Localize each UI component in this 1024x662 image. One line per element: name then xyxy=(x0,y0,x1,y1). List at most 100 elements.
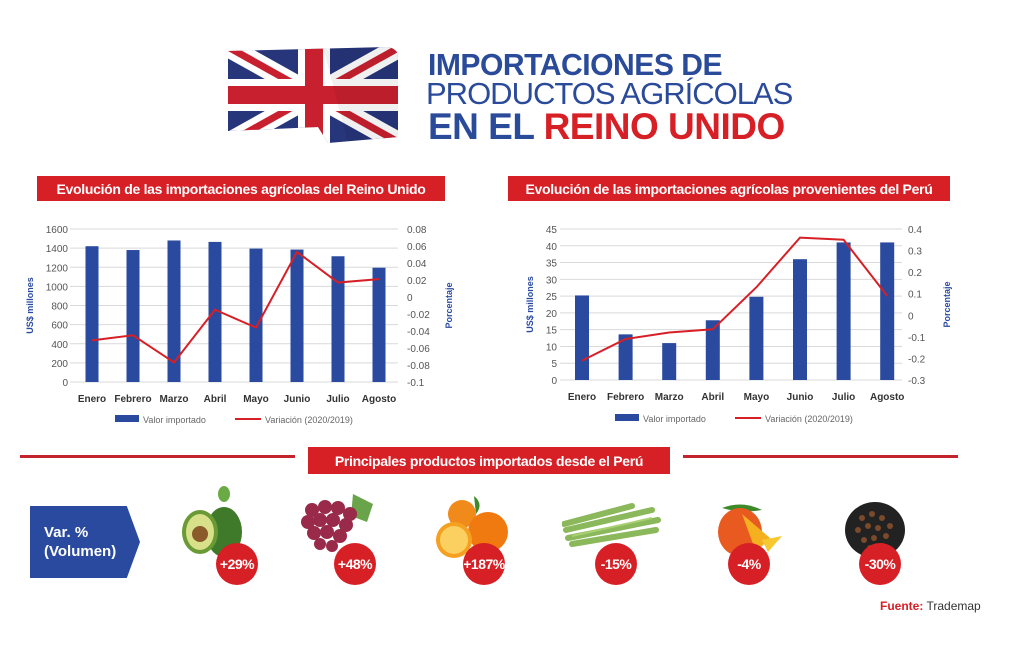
x-tick-label: Julio xyxy=(832,392,855,403)
variation-line xyxy=(581,236,888,362)
x-tick-label: Abril xyxy=(204,394,227,405)
source-note: Fuente: Trademap xyxy=(880,599,981,613)
y-tick-label: 20 xyxy=(546,309,558,320)
x-tick-label: Febrero xyxy=(607,392,644,403)
y-tick-label: 40 xyxy=(546,242,558,253)
y-tick-label: 1000 xyxy=(46,282,69,293)
product-change-badge: +48% xyxy=(334,543,376,585)
y-right-tick-label: 0.04 xyxy=(407,259,427,270)
y-right-tick-label: -0.06 xyxy=(407,344,430,355)
variation-label-line2: (Volumen) xyxy=(44,543,117,560)
bar xyxy=(618,334,633,380)
bar xyxy=(793,259,807,380)
chart-uk: 0 200 400 600 800 1000 1200 1400 1600 -0.1 -0.08 -0… xyxy=(25,225,454,425)
legend-swatch-bars xyxy=(115,415,139,422)
y-right-tick-label: 0.06 xyxy=(407,242,427,253)
product-change-badge: -4% xyxy=(728,543,770,585)
y-right-tick-label: 0.1 xyxy=(908,290,922,301)
y-tick-label: 200 xyxy=(51,359,68,370)
y-tick-label: 0 xyxy=(551,376,557,387)
y-right-tick-label: 0.4 xyxy=(908,225,922,236)
bar xyxy=(167,240,181,382)
divider-right xyxy=(683,455,958,458)
chart-peru: 0 5 10 15 20 25 30 35 40 45 -0.3 -0.2 -0.1 0 0.1 0.2 0.3… xyxy=(525,225,952,424)
bar xyxy=(208,241,222,382)
title-line-2: PRODUCTOS AGRÍCOLAS xyxy=(426,76,793,111)
legend-label-line: Variación (2020/2019) xyxy=(265,415,353,425)
x-tick-label: Enero xyxy=(78,394,106,405)
x-tick-label: Julio xyxy=(326,394,349,405)
y-axis-label: US$ millones xyxy=(525,276,535,333)
bar xyxy=(575,295,589,380)
y-tick-label: 35 xyxy=(546,259,558,270)
x-tick-label: Mayo xyxy=(243,394,269,405)
product-change-badge: -15% xyxy=(595,543,637,585)
x-tick-label: Febrero xyxy=(114,394,151,405)
y-right-tick-label: -0.1 xyxy=(908,333,926,344)
bar xyxy=(836,242,851,380)
y-tick-label: 30 xyxy=(546,275,558,286)
bar xyxy=(662,343,677,380)
y-right-tick-label: 0.02 xyxy=(407,276,427,287)
source-value: Trademap xyxy=(926,599,981,613)
x-tick-label: Enero xyxy=(568,392,596,403)
y-tick-label: 800 xyxy=(51,302,68,313)
source-label: Fuente: xyxy=(880,599,924,613)
bar xyxy=(249,248,263,382)
y-tick-label: 600 xyxy=(51,321,68,332)
legend-swatch-bars xyxy=(615,414,639,421)
y-tick-label: 400 xyxy=(51,340,68,351)
y-right-axis-label: Porcentaje xyxy=(942,281,952,327)
title-line-1: IMPORTACIONES DE xyxy=(428,47,723,82)
bar xyxy=(126,250,140,382)
y-tick-label: 25 xyxy=(546,292,558,303)
product-change-badge: +187% xyxy=(463,543,505,585)
product-change-badge: +29% xyxy=(216,543,258,585)
grapes-icon xyxy=(301,494,373,552)
bar xyxy=(749,296,764,380)
y-right-tick-label: -0.3 xyxy=(908,376,926,387)
y-tick-label: 0 xyxy=(62,378,68,389)
variation-label-line1: Var. % xyxy=(44,524,89,541)
x-tick-label: Abril xyxy=(701,392,724,403)
asparagus-icon xyxy=(562,503,661,547)
y-right-tick-label: -0.1 xyxy=(407,378,425,389)
variation-line xyxy=(91,250,380,364)
x-tick-label: Agosto xyxy=(870,392,904,403)
y-right-tick-label: 0.2 xyxy=(908,268,922,279)
legend-label-bars: Valor importado xyxy=(643,414,706,424)
x-tick-label: Marzo xyxy=(655,392,684,403)
y-tick-label: 1400 xyxy=(46,244,69,255)
x-tick-label: Agosto xyxy=(362,394,396,405)
y-axis-label: US$ millones xyxy=(25,277,35,334)
chart-peru-title: Evolución de las importaciones agrícolas… xyxy=(508,176,950,201)
y-right-tick-label: -0.02 xyxy=(407,310,430,321)
y-right-tick-label: -0.04 xyxy=(407,327,430,338)
y-tick-label: 45 xyxy=(546,225,558,236)
y-tick-label: 1600 xyxy=(46,225,69,236)
title-line-3: EN EL REINO UNIDO xyxy=(428,106,785,148)
title-line-3b: REINO UNIDO xyxy=(543,106,786,147)
product-change-badge: -30% xyxy=(859,543,901,585)
chart-uk-title: Evolución de las importaciones agrícolas… xyxy=(37,176,445,201)
y-right-tick-label: -0.08 xyxy=(407,361,430,372)
legend-label-line: Variación (2020/2019) xyxy=(765,414,853,424)
bar xyxy=(880,242,895,380)
bar xyxy=(85,246,99,382)
y-right-tick-label: 0.3 xyxy=(908,247,922,258)
bar xyxy=(705,320,720,380)
orange-icon xyxy=(436,496,508,558)
bar xyxy=(372,267,386,382)
x-tick-label: Marzo xyxy=(160,394,189,405)
products-title: Principales productos importados desde e… xyxy=(308,447,670,474)
y-right-tick-label: -0.2 xyxy=(908,354,926,365)
x-tick-label: Junio xyxy=(787,392,814,403)
y-right-tick-label: 0.08 xyxy=(407,225,427,236)
y-right-axis-label: Porcentaje xyxy=(444,282,454,328)
union-jack-flag-icon xyxy=(228,47,398,143)
x-tick-label: Junio xyxy=(284,394,311,405)
divider-left xyxy=(20,455,295,458)
bar xyxy=(290,249,304,382)
pepper-icon xyxy=(845,502,905,558)
y-right-tick-label: 0 xyxy=(908,311,914,322)
